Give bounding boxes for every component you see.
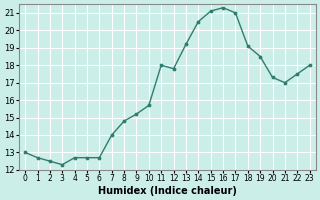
X-axis label: Humidex (Indice chaleur): Humidex (Indice chaleur): [98, 186, 237, 196]
